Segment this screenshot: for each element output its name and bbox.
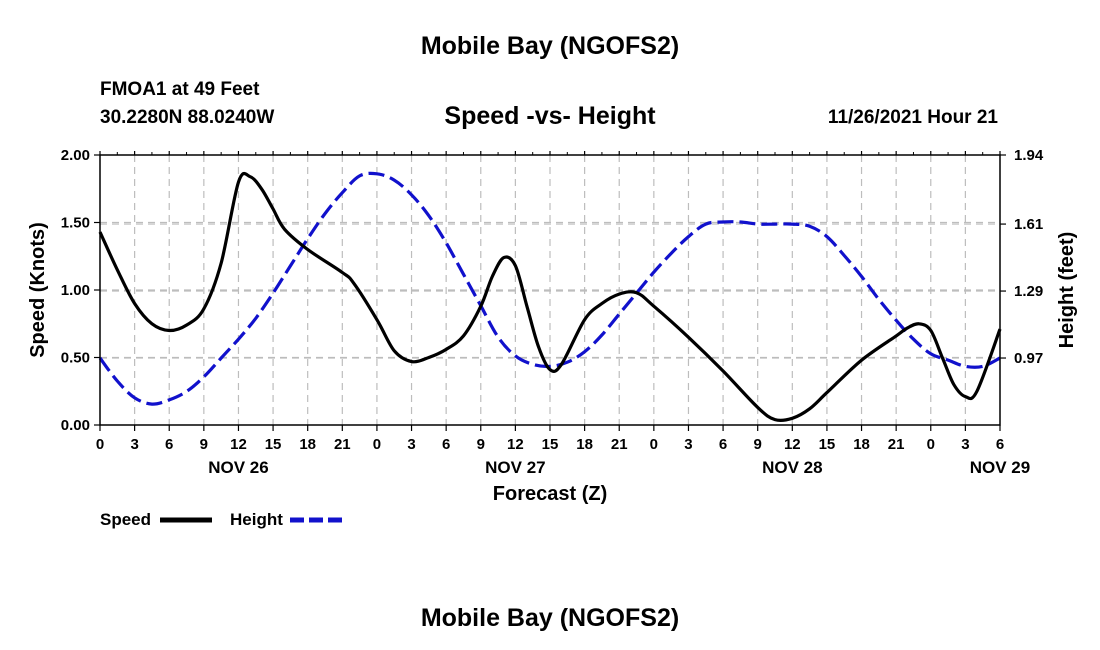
footer-title: Mobile Bay (NGOFS2) — [421, 604, 679, 632]
date-label: NOV 27 — [485, 458, 545, 477]
y2-tick-label: 1.29 — [1014, 283, 1043, 300]
x-tick-label: 18 — [576, 436, 593, 453]
date-label: NOV 26 — [208, 458, 268, 477]
y-tick-label: 2.00 — [61, 147, 90, 164]
x-tick-label: 3 — [684, 436, 692, 453]
axis-ticks: 0 3 6 9 12 15 18 21 0 3 6 9 12 15 18 21 0 3 6 9 12 15 18 21 0 3 6 0… — [61, 147, 1044, 477]
x-tick-label: 12 — [230, 436, 247, 453]
series-speed-line — [98, 171, 1002, 423]
legend-height-label: Height — [230, 510, 283, 529]
station-label: FMOA1 at 49 Feet — [100, 79, 260, 100]
y2-tick-label: 1.61 — [1014, 216, 1043, 233]
series-layer — [98, 171, 1002, 423]
x-tick-label: 15 — [265, 436, 282, 453]
legend: Speed Height — [100, 510, 342, 529]
coordinates-label: 30.2280N 88.0240W — [100, 107, 274, 128]
chart-title: Speed -vs- Height — [444, 102, 656, 130]
y2-tick-label: 0.97 — [1014, 350, 1043, 367]
y-axis-label: Speed (Knots) — [27, 222, 49, 358]
x-tick-label: 9 — [477, 436, 485, 453]
x-tick-label: 0 — [927, 436, 935, 453]
x-tick-label: 0 — [96, 436, 104, 453]
x-tick-label: 21 — [888, 436, 905, 453]
x-tick-label: 6 — [165, 436, 173, 453]
timestamp-label: 11/26/2021 Hour 21 — [828, 107, 998, 128]
x-tick-label: 9 — [754, 436, 762, 453]
x-tick-label: 18 — [853, 436, 870, 453]
x-tick-label: 9 — [200, 436, 208, 453]
date-label: NOV 28 — [762, 458, 822, 477]
legend-speed-label: Speed — [100, 510, 151, 529]
y-tick-label: 0.00 — [61, 417, 90, 434]
x-tick-label: 0 — [650, 436, 658, 453]
x-tick-label: 15 — [819, 436, 836, 453]
x-tick-label: 12 — [784, 436, 801, 453]
y2-tick-label: 1.94 — [1014, 147, 1044, 164]
x-tick-label: 12 — [507, 436, 524, 453]
x-tick-label: 0 — [373, 436, 381, 453]
x-tick-label: 3 — [961, 436, 969, 453]
x-axis-label: Forecast (Z) — [493, 483, 607, 505]
grid-lines — [100, 155, 1000, 425]
x-tick-label: 21 — [334, 436, 351, 453]
x-tick-label: 21 — [611, 436, 628, 453]
x-tick-label: 3 — [130, 436, 138, 453]
y2-axis-label: Height (feet) — [1056, 232, 1078, 349]
x-tick-label: 18 — [299, 436, 316, 453]
x-tick-label: 3 — [407, 436, 415, 453]
date-label: NOV 29 — [970, 458, 1030, 477]
y-tick-label: 0.50 — [61, 350, 90, 367]
page-title: Mobile Bay (NGOFS2) — [421, 32, 679, 60]
x-tick-label: 6 — [442, 436, 450, 453]
y-tick-label: 1.50 — [61, 215, 90, 232]
x-tick-label: 6 — [719, 436, 727, 453]
series-height-line — [98, 171, 1001, 406]
x-tick-label: 15 — [542, 436, 559, 453]
y-tick-label: 1.00 — [61, 282, 90, 299]
x-tick-label: 6 — [996, 436, 1004, 453]
